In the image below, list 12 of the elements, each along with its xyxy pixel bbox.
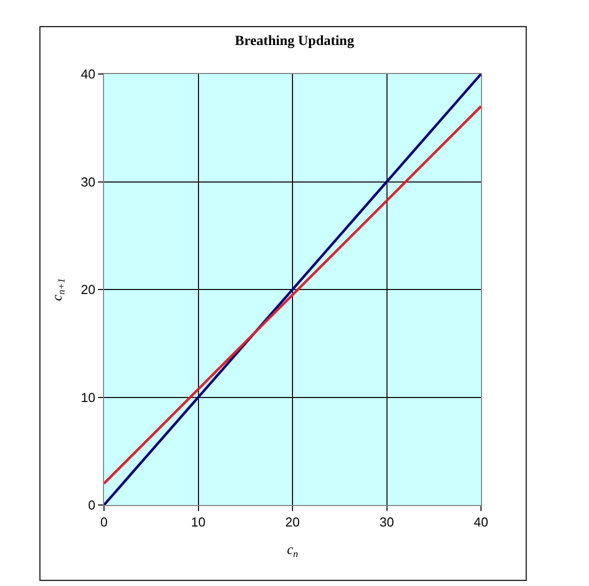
x-tick-label: 20 — [285, 514, 300, 530]
y-tick-label: 40 — [80, 66, 96, 82]
chart-title: Breathing Updating — [234, 34, 354, 49]
x-tick-label: 40 — [474, 514, 488, 530]
x-tick-label: 0 — [100, 514, 108, 530]
x-tick-label: 10 — [191, 514, 206, 530]
y-tick-label: 10 — [80, 390, 96, 405]
y-tick-label: 0 — [88, 498, 96, 513]
y-tick-label: 20 — [80, 282, 96, 298]
x-tick-label: 30 — [380, 514, 394, 530]
x-axis-title: c$_{n}$ — [286, 542, 298, 560]
y-tick-label: 30 — [80, 174, 96, 190]
